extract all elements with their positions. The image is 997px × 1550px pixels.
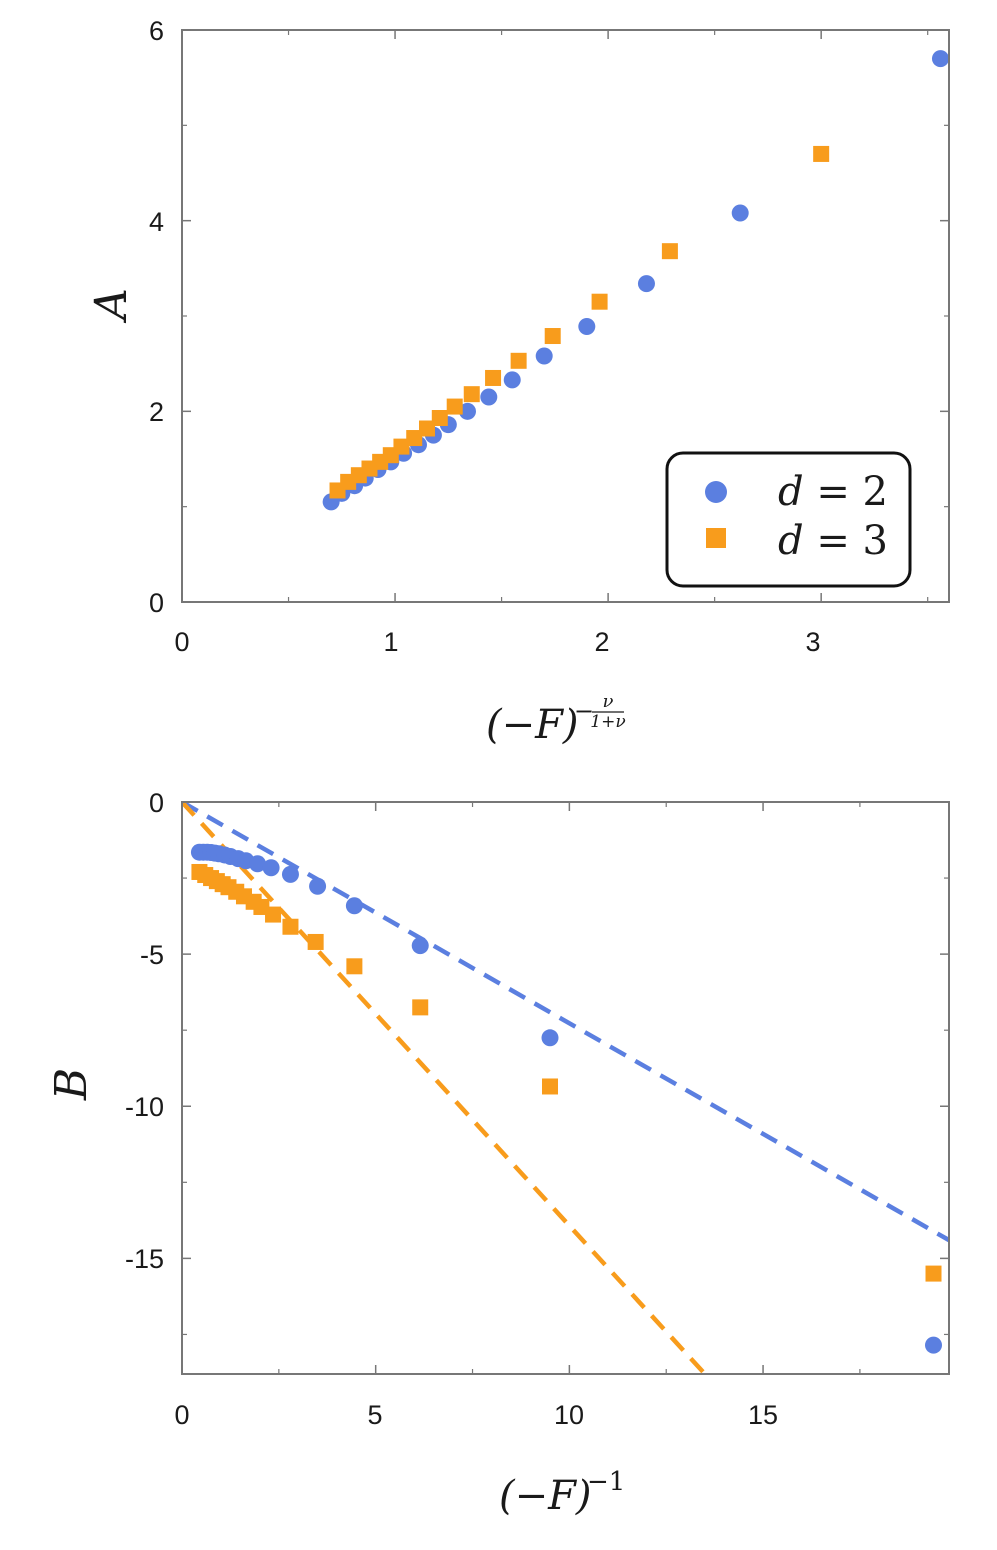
panel-a-xlabel-base: (−F) bbox=[486, 702, 578, 748]
legend-label-d2-eq: = 2 bbox=[804, 469, 888, 515]
panel-a-ytick-label: 4 bbox=[149, 207, 164, 237]
panel-b-ytick-label: -5 bbox=[140, 940, 164, 970]
panel-b-xlabel-base: (−F) bbox=[499, 1473, 591, 1519]
panel-a-xtick-label: 1 bbox=[383, 627, 398, 657]
panel-b-asymptote-line bbox=[182, 802, 707, 1374]
panel-a-marks bbox=[322, 50, 949, 511]
legend-label-d2-var: d bbox=[778, 469, 804, 515]
panel-b-point-d2 bbox=[541, 1029, 559, 1047]
panel-a-plot-area bbox=[322, 50, 949, 511]
panel-b-xtick-label: 15 bbox=[748, 1400, 778, 1430]
panel-a-point-d3 bbox=[485, 369, 502, 386]
panel-a-point-d3 bbox=[813, 145, 830, 162]
panel-b-point-d3 bbox=[925, 1265, 942, 1282]
panel-a-point-d3 bbox=[393, 438, 410, 455]
legend-label-d3-var: d bbox=[778, 518, 804, 564]
panel-b-ylabel: B bbox=[46, 1068, 97, 1101]
panel-b-ytick-label: -10 bbox=[125, 1092, 164, 1122]
panel-a-xtick-label: 3 bbox=[805, 627, 820, 657]
panel-a-ticks bbox=[181, 29, 949, 603]
panel-a-point-d3 bbox=[510, 352, 527, 369]
panel-b-point-d3 bbox=[346, 958, 363, 975]
panel-b-point-d3 bbox=[542, 1078, 559, 1095]
panel-a-ytick-label: 0 bbox=[149, 588, 164, 618]
panel-a-xlabel-exp-num: ν bbox=[603, 691, 614, 712]
panel-a-xtick-label: 0 bbox=[174, 627, 189, 657]
panel-a-xtick-label: 2 bbox=[594, 627, 609, 657]
panel-b-plot-area bbox=[182, 802, 949, 1374]
panel-b-ytick-label: -15 bbox=[125, 1244, 164, 1274]
legend-label-d2: d = 2 bbox=[778, 469, 888, 515]
panel-a-ytick-label: 2 bbox=[149, 397, 164, 427]
legend-marker-d3 bbox=[706, 528, 726, 548]
panel-b-xtick-label: 0 bbox=[174, 1400, 189, 1430]
legend-marker-d2 bbox=[705, 481, 727, 503]
panel-a-point-d2 bbox=[731, 204, 749, 222]
panel-b-xlabel: (−F) −1 bbox=[499, 1467, 625, 1519]
panel-b-point-d3 bbox=[307, 933, 324, 950]
panel-a-point-d2 bbox=[480, 388, 498, 406]
panel-a-point-d2 bbox=[503, 371, 521, 389]
panel-b-ytick-label: 0 bbox=[149, 788, 164, 818]
panel-a-point-d2 bbox=[535, 347, 553, 365]
legend-label-d3: d = 3 bbox=[778, 518, 888, 564]
panel-a-ytick-label: 6 bbox=[149, 16, 164, 46]
panel-a-point-d3 bbox=[419, 420, 436, 437]
panel-b-point-d2 bbox=[281, 865, 299, 883]
panel-a: 0 2 4 6 0 1 2 3 A (−F) − ν 1+ν d = 2 d =… bbox=[86, 16, 950, 748]
panel-a-point-d3 bbox=[544, 328, 561, 345]
panel-a-point-d2 bbox=[931, 50, 949, 68]
panel-b-frame bbox=[181, 801, 950, 1375]
panel-a-point-d2 bbox=[578, 317, 596, 335]
legend: d = 2 d = 3 bbox=[665, 451, 912, 588]
panel-b-point-d3 bbox=[412, 999, 429, 1016]
panel-a-point-d3 bbox=[431, 410, 448, 427]
panel-b-point-d2 bbox=[345, 897, 363, 915]
panel-a-xlabel-exp-den: 1+ν bbox=[590, 712, 625, 732]
panel-b-point-d3 bbox=[265, 906, 282, 923]
panel-b-point-d2 bbox=[411, 937, 429, 955]
panel-b-xtick-label: 10 bbox=[554, 1400, 584, 1430]
panel-a-xlabel: (−F) − ν 1+ν bbox=[486, 691, 626, 748]
panel-a-point-d3 bbox=[463, 386, 480, 403]
panel-b-point-d2 bbox=[262, 859, 280, 877]
panel-b-asymptote-line bbox=[182, 802, 949, 1243]
panel-b-xtick-label: 5 bbox=[367, 1400, 382, 1430]
panel-b-point-d2 bbox=[925, 1336, 943, 1354]
panel-a-point-d2 bbox=[637, 275, 655, 293]
panel-a-ylabel: A bbox=[86, 288, 137, 324]
panel-b-xlabel-exp: −1 bbox=[587, 1467, 625, 1497]
legend-box bbox=[665, 451, 912, 588]
panel-a-point-d3 bbox=[446, 398, 463, 415]
panel-b-marks bbox=[182, 802, 949, 1374]
panel-a-xlabel-exp-sign: − bbox=[574, 697, 594, 725]
legend-label-d3-eq: = 3 bbox=[804, 518, 888, 564]
panel-a-point-d3 bbox=[406, 430, 423, 447]
panel-b-ticks bbox=[181, 801, 949, 1374]
panel-b-point-d2 bbox=[309, 877, 327, 895]
panel-b-point-d3 bbox=[282, 918, 299, 935]
panel-a-point-d3 bbox=[661, 243, 678, 260]
panel-a-point-d2 bbox=[458, 402, 476, 420]
panel-a-point-d3 bbox=[591, 293, 608, 310]
panel-b-point-d2 bbox=[249, 855, 267, 873]
panel-b: 0 -5 -10 -15 0 5 10 15 B (−F) −1 bbox=[46, 788, 950, 1519]
